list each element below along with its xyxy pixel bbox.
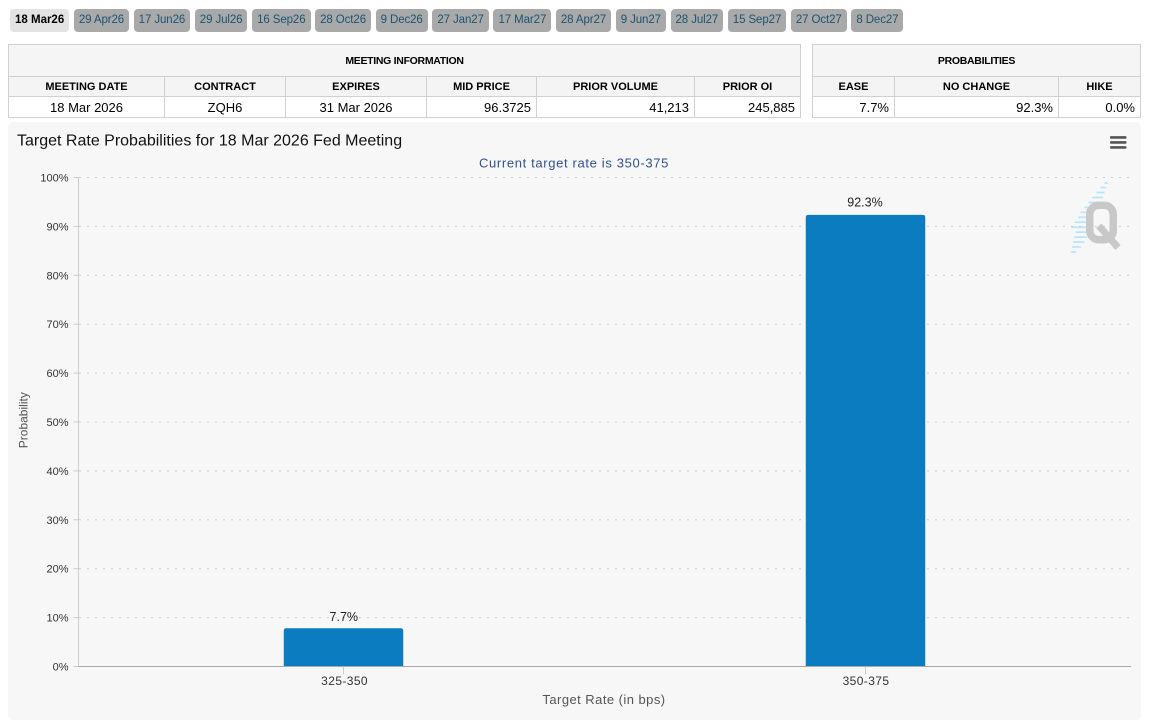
svg-text:7.7%: 7.7% [330, 610, 359, 624]
svg-text:60%: 60% [46, 368, 68, 380]
svg-text:80%: 80% [46, 270, 68, 282]
svg-text:Target Rate Probabilities for: Target Rate Probabilities for 18 Mar 202… [17, 133, 402, 150]
svg-text:Current target rate is 350-375: Current target rate is 350-375 [479, 156, 669, 171]
svg-text:20%: 20% [46, 564, 68, 576]
svg-text:90%: 90% [46, 221, 68, 233]
svg-text:10%: 10% [46, 613, 68, 625]
svg-text:Probability: Probability [17, 392, 31, 448]
svg-text:0%: 0% [53, 662, 69, 674]
svg-text:50%: 50% [46, 417, 68, 429]
svg-text:325-350: 325-350 [321, 674, 368, 688]
svg-text:30%: 30% [46, 515, 68, 527]
svg-text:100%: 100% [40, 173, 68, 185]
svg-text:70%: 70% [46, 319, 68, 331]
svg-text:40%: 40% [46, 466, 68, 478]
svg-text:92.3%: 92.3% [847, 196, 882, 210]
svg-text:350-375: 350-375 [843, 674, 890, 688]
svg-text:Target Rate (in bps): Target Rate (in bps) [542, 692, 665, 707]
